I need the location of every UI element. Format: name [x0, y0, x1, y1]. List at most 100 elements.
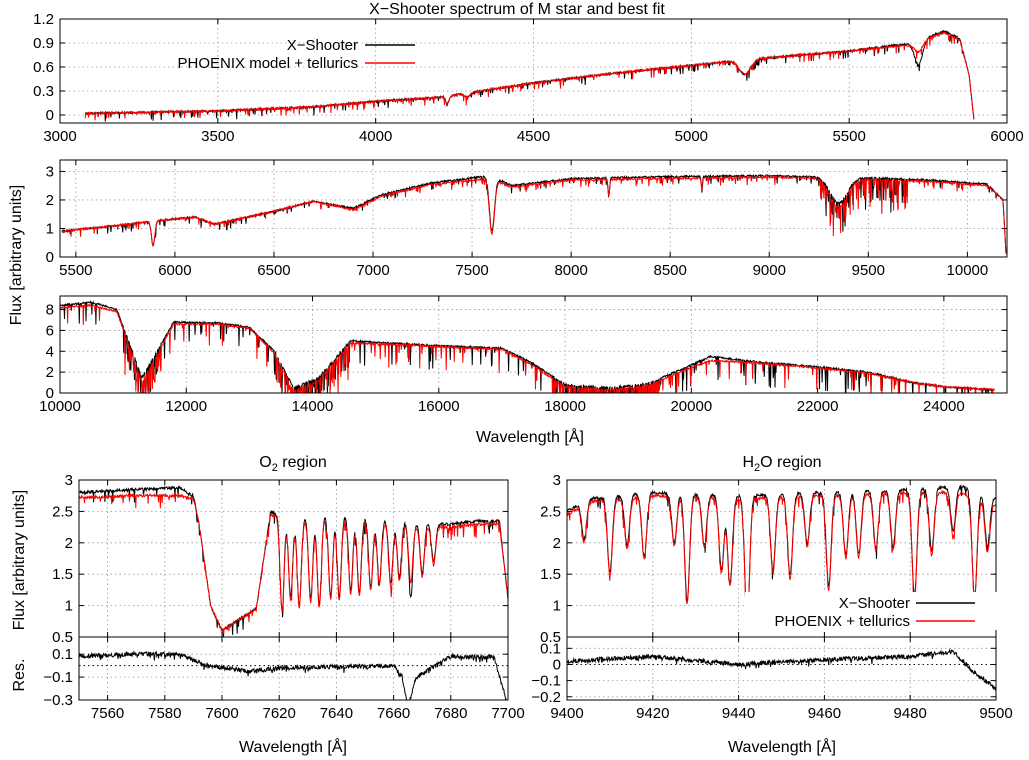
h2o-panel-title: H2O region [742, 454, 821, 474]
y-tick-label: 0 [46, 385, 54, 402]
h2o-x-axis-label: Wavelength [Å] [728, 737, 836, 756]
y-tick-label: 0 [46, 249, 54, 266]
legend-top-observed-label: X−Shooter [287, 37, 358, 54]
x-tick-label: 20000 [670, 398, 712, 415]
x-tick-label: 4500 [517, 128, 550, 145]
y-tick-label: 0.1 [540, 640, 561, 657]
legend-top: X−Shooter PHOENIX model + tellurics [178, 37, 415, 72]
y-tick-label: 2 [553, 535, 561, 552]
y-tick-label: 0 [553, 656, 561, 673]
series-observed-line [79, 650, 507, 700]
x-tick-label: 6000 [990, 128, 1023, 145]
y-tick-label: 0.5 [540, 629, 561, 646]
series-observed-line [61, 173, 1007, 254]
x-tick-label: 8500 [654, 262, 687, 279]
series-observed-line [567, 484, 996, 624]
x-tick-label: 9420 [636, 705, 669, 722]
x-tick-label: 18000 [544, 398, 586, 415]
legend-h2o-background [745, 592, 1001, 630]
x-tick-label: 5500 [59, 262, 92, 279]
o2-title-rest: region [278, 454, 327, 471]
y-tick-label: 1.2 [33, 11, 54, 28]
x-tick-label: 9440 [722, 705, 755, 722]
y-tick-label: 1.5 [540, 566, 561, 583]
legend-h2o-model-label: PHOENIX + tellurics [775, 613, 910, 630]
legend-h2o: X−Shooter PHOENIX + tellurics [745, 592, 1001, 630]
panel3-x-axis-label: Wavelength [Å] [476, 427, 584, 446]
x-tick-label: 7000 [356, 262, 389, 279]
o2-title-main: O [259, 454, 271, 471]
y-tick-label: 3 [46, 163, 54, 180]
x-tick-label: 8000 [554, 262, 587, 279]
plot-frame [78, 636, 509, 701]
x-tick-label: 7640 [320, 705, 353, 722]
x-tick-label: 16000 [418, 398, 460, 415]
series-model-line [79, 492, 508, 634]
y-tick-label: 2 [65, 535, 73, 552]
o2-x-axis-label: Wavelength [Å] [239, 737, 347, 756]
o2-ylabel-group: Flux [arbitrary units] [11, 490, 28, 630]
x-tick-label: 7620 [263, 705, 296, 722]
o2-title-sub: 2 [272, 462, 278, 474]
series-observed-line [567, 648, 996, 691]
x-tick-label: 5000 [675, 128, 708, 145]
x-tick-label: 4000 [359, 128, 392, 145]
h2o-title-sub: 2 [754, 462, 760, 474]
panel-visible-nir: 5500 6000 6500 7000 7500 8000 8500 9000 9500 1000… [46, 159, 1008, 279]
x-tick-label: 7660 [377, 705, 410, 722]
panel-h2o-residuals: 9400 9420 9440 9460 9480 9500 −0.2−0.100.1 [531, 636, 1013, 722]
y-tick-label: −0.1 [531, 673, 561, 690]
y-tick-label: 0.5 [52, 629, 73, 646]
x-tick-label: 7700 [491, 705, 524, 722]
y-tick-label: 1 [46, 220, 54, 237]
x-tick-label: 10000 [39, 398, 81, 415]
x-tick-label: 14000 [292, 398, 334, 415]
y-tick-label: 0.3 [33, 83, 54, 100]
series-model-line [60, 303, 995, 393]
y-tick-label: 2 [46, 364, 54, 381]
y-tick-label: 1 [553, 598, 561, 615]
y-tick-label: 0 [46, 107, 54, 124]
x-tick-label: 9460 [808, 705, 841, 722]
y-tick-label: 8 [46, 302, 54, 319]
panel-o2-residuals: 7560 7580 7600 7620 7640 7660 7680 7700 −0.3 −0.1… [43, 636, 525, 722]
y-tick-label: 6 [46, 322, 54, 339]
x-tick-label: 7500 [455, 262, 488, 279]
y-tick-label: 3 [65, 472, 73, 489]
y-tick-label: 0.9 [33, 35, 54, 52]
y-tick-label: 1 [65, 598, 73, 615]
legend-h2o-observed-label: X−Shooter [839, 595, 910, 612]
series-model-line [61, 174, 1007, 254]
h2o-title-main: H [742, 454, 754, 471]
x-tick-label: 7560 [91, 705, 124, 722]
shared-ylabel-group: Flux [arbitrary units] [8, 185, 25, 325]
y-tick-label: 4 [46, 343, 54, 360]
x-tick-label: 24000 [923, 398, 965, 415]
x-tick-label: 9500 [852, 262, 885, 279]
series-model-line [84, 31, 975, 121]
x-tick-label: 22000 [797, 398, 839, 415]
x-tick-label: 7680 [434, 705, 467, 722]
x-tick-label: 12000 [165, 398, 207, 415]
y-tick-label: 2 [46, 192, 54, 209]
res-ylabel-group: Res. [11, 659, 28, 692]
x-tick-label: 6500 [257, 262, 290, 279]
h2o-title-rest: O region [760, 454, 821, 471]
y-tick-label: 0.6 [33, 59, 54, 76]
x-tick-label: 7600 [205, 705, 238, 722]
x-tick-label: 5500 [832, 128, 865, 145]
x-tick-label: 3000 [43, 128, 76, 145]
o2-y-axis-label: Flux [arbitrary units] [11, 490, 28, 630]
panel-uv-visible: 3000 3500 4000 4500 5000 5500 6000 0 0.3 0.6 0.9 1.… [33, 11, 1024, 145]
x-tick-label: 9480 [894, 705, 927, 722]
series-observed-line [60, 300, 995, 393]
panel-nir: 10000 12000 14000 16000 18000 20000 22000 24000… [39, 295, 1008, 415]
y-tick-label: −0.2 [531, 689, 561, 706]
y-tick-label: −0.3 [43, 692, 73, 709]
o2-panel-title: O2 region [259, 454, 327, 474]
x-tick-label: 9500 [979, 705, 1012, 722]
x-tick-label: 3500 [201, 128, 234, 145]
y-tick-label: −0.1 [43, 669, 73, 686]
